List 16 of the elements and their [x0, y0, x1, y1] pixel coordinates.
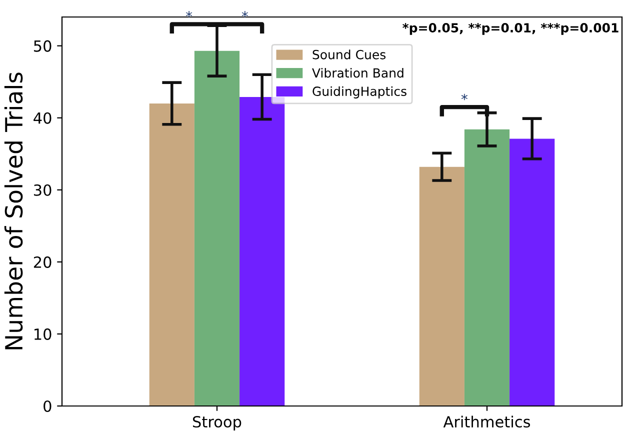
annotation: *: [461, 94, 468, 100]
annotation: *: [242, 11, 248, 18]
y-axis-title: Number of Solved Trials: [4, 72, 23, 350]
y-tick-label: 50: [34, 40, 52, 52]
y-tick-label: 30: [34, 184, 52, 196]
legend-label: Sound Cues: [312, 50, 386, 60]
y-tick-label: 20: [34, 256, 52, 268]
annotation: *: [186, 11, 192, 18]
legend-label: GuidingHaptics: [312, 86, 406, 98]
x-tick-label: Stroop: [192, 416, 242, 431]
y-tick-label: 10: [34, 328, 52, 340]
x-tick-label: Arithmetics: [443, 416, 530, 428]
annotation: *p=0.05, **p=0.01, ***p=0.001: [402, 23, 618, 35]
y-tick-label: 0: [44, 400, 52, 412]
legend-label: Vibration Band: [312, 68, 404, 78]
y-tick-label: 40: [34, 112, 52, 124]
